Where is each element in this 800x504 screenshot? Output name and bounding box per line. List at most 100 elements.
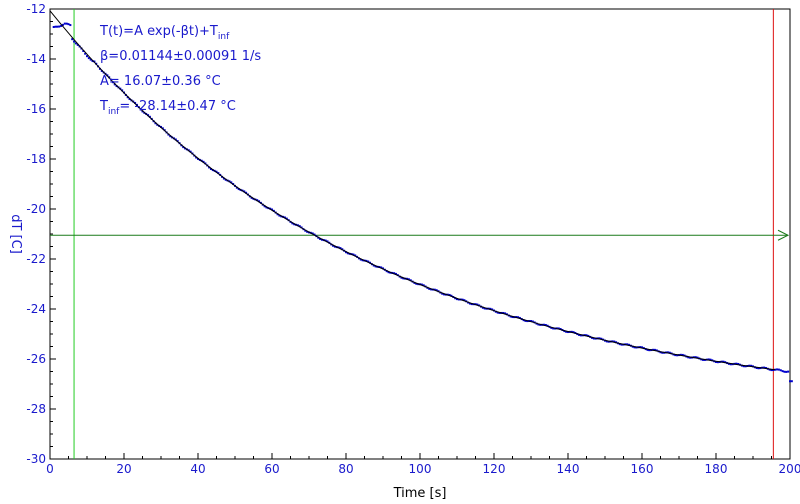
data-point — [113, 83, 116, 86]
data-point — [298, 225, 301, 228]
data-point — [628, 343, 631, 346]
data-point — [141, 110, 144, 113]
data-point — [648, 349, 651, 352]
data-point — [402, 277, 405, 280]
data-point — [430, 288, 433, 291]
x-tick-label: 200 — [779, 462, 800, 476]
data-point — [291, 222, 294, 225]
x-tick-label: 120 — [483, 462, 506, 476]
data-point — [655, 349, 658, 352]
data-point — [63, 22, 66, 25]
data-point — [407, 278, 410, 281]
data-point — [217, 172, 220, 175]
data-point — [58, 25, 61, 28]
data-point — [605, 340, 608, 343]
data-point — [668, 351, 671, 354]
fit-annotation: T(t)=A exp(-βt)+Tinf β=0.01144±0.00091 1… — [99, 24, 261, 117]
data-point — [626, 343, 629, 346]
data-point — [428, 287, 431, 290]
data-point — [694, 356, 697, 359]
data-point — [86, 55, 88, 58]
data-point — [592, 337, 595, 340]
tick-marks — [49, 8, 791, 460]
data-point — [276, 213, 279, 216]
data-point — [544, 324, 547, 327]
data-point — [641, 346, 643, 349]
data-point — [359, 258, 362, 261]
data-point — [89, 58, 92, 61]
data-point — [394, 272, 397, 275]
data-point — [476, 303, 479, 306]
data-point — [400, 276, 403, 279]
y-tick-labels: -12 -14 -16 -18 -20 -22 -24 -26 -28 -30 — [26, 2, 46, 466]
data-point — [256, 199, 259, 202]
data-point — [324, 239, 327, 242]
data-point — [744, 365, 747, 368]
x-tick-label: 180 — [705, 462, 728, 476]
data-point — [161, 127, 164, 130]
data-point — [345, 251, 347, 254]
data-point — [559, 328, 562, 331]
data-point — [283, 216, 286, 219]
data-point — [787, 370, 790, 373]
data-point — [54, 25, 57, 28]
data-point — [313, 233, 316, 236]
data-point — [382, 267, 384, 270]
data-point — [67, 23, 70, 26]
data-point — [230, 181, 233, 184]
data-point — [522, 319, 525, 322]
data-point — [676, 354, 679, 357]
data-point — [674, 354, 677, 357]
data-point — [435, 289, 438, 292]
data-point — [393, 272, 396, 275]
horizontal-cursor-arrow-icon — [777, 229, 790, 241]
x-tick-label: 140 — [557, 462, 580, 476]
data-point — [224, 178, 227, 181]
data-point — [504, 312, 507, 315]
data-point — [552, 327, 555, 330]
data-point — [372, 264, 375, 267]
data-point — [134, 101, 137, 104]
data-point — [319, 237, 322, 240]
data-point — [509, 315, 512, 318]
y-tick-label: -24 — [26, 302, 46, 316]
data-point — [468, 302, 471, 305]
data-point — [415, 282, 418, 285]
data-point — [443, 293, 446, 296]
data-point — [195, 156, 198, 159]
data-point — [768, 368, 771, 371]
data-point — [174, 138, 177, 141]
y-tick-label: -28 — [26, 402, 46, 416]
data-point — [715, 360, 717, 363]
data-point — [450, 294, 453, 297]
data-point — [87, 57, 90, 60]
data-point — [567, 331, 569, 334]
data-point — [742, 365, 745, 368]
fit-beta: β=0.01144±0.00091 1/s — [100, 49, 261, 64]
data-point — [52, 26, 55, 29]
data-point — [618, 343, 621, 346]
data-point — [463, 299, 466, 302]
data-point — [222, 177, 225, 180]
data-point — [82, 50, 85, 53]
data-point — [354, 254, 357, 257]
data-point — [258, 200, 261, 203]
data-point — [420, 283, 423, 286]
data-point — [441, 292, 444, 295]
data-point — [126, 96, 129, 99]
data-point — [737, 362, 740, 365]
data-point — [470, 303, 473, 306]
data-point — [285, 217, 288, 220]
x-tick-label: 40 — [190, 462, 205, 476]
data-point — [263, 205, 266, 208]
data-point — [524, 319, 527, 322]
data-point — [250, 196, 253, 199]
data-point — [189, 150, 192, 153]
data-point — [639, 346, 642, 349]
data-point — [422, 284, 425, 287]
data-point — [365, 259, 368, 262]
plot-area — [49, 8, 791, 460]
data-point — [531, 320, 534, 323]
data-point — [352, 253, 355, 256]
